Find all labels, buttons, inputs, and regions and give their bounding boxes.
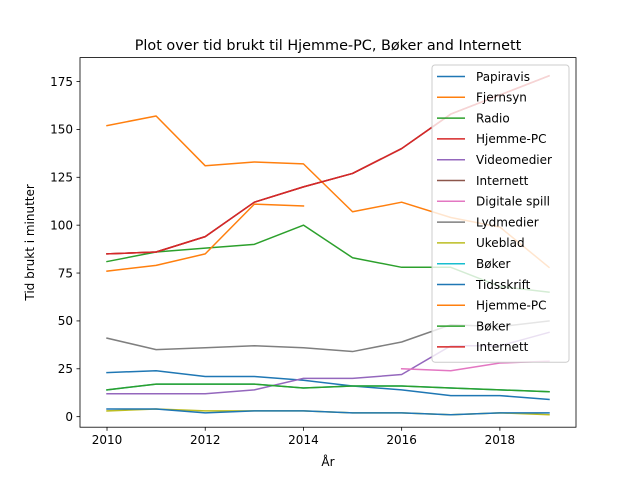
legend-label-3: Hjemme-PC xyxy=(476,132,546,146)
series-line-9 xyxy=(106,383,550,393)
x-tick-label-1: 2012 xyxy=(190,433,221,447)
x-tick-label-0: 2010 xyxy=(92,433,123,447)
series-line-12 xyxy=(106,383,550,393)
legend-label-11: Hjemme-PC xyxy=(476,299,546,313)
y-tick-label-7: 175 xyxy=(50,75,73,89)
series-line-10 xyxy=(106,408,550,416)
y-tick-label-1: 25 xyxy=(58,362,73,376)
legend: Papiravis Fjernsyn Radio Hjemme-PC Videomedi… xyxy=(431,64,570,363)
x-tick-label-2: 2014 xyxy=(288,433,319,447)
legend-label-5: Internett xyxy=(476,174,529,188)
legend-label-0: Papiravis xyxy=(476,70,530,84)
legend-label-12: Bøker xyxy=(476,319,510,333)
y-tick-label-2: 50 xyxy=(58,314,73,328)
legend-label-7: Lydmedier xyxy=(476,215,539,229)
y-tick-label-3: 75 xyxy=(58,266,73,280)
legend-label-4: Videomedier xyxy=(476,153,552,167)
series-line-0 xyxy=(106,369,550,401)
legend-label-10: Tidsskrift xyxy=(475,278,531,292)
y-axis-ticks: 0 25 50 75 100 125 150 175 xyxy=(50,75,80,424)
y-tick-label-4: 100 xyxy=(50,218,73,232)
legend-label-8: Ukeblad xyxy=(476,236,525,250)
chart-title: Plot over tid brukt til Hjemme-PC, Bøker… xyxy=(135,38,522,54)
y-axis-label: Tid brukt i minutter xyxy=(23,184,37,302)
legend-label-1: Fjernsyn xyxy=(476,91,527,105)
plot-area-frame xyxy=(79,57,577,428)
series-line-11 xyxy=(106,203,305,272)
x-axis-label: År xyxy=(321,454,334,469)
legend-label-6: Digitale spill xyxy=(476,195,550,209)
x-tick-label-4: 2018 xyxy=(485,433,516,447)
y-tick-label-0: 0 xyxy=(65,410,73,424)
y-tick-label-6: 150 xyxy=(50,123,73,137)
y-tick-label-5: 125 xyxy=(50,171,73,185)
legend-label-9: Bøker xyxy=(476,257,510,271)
legend-label-2: Radio xyxy=(476,111,510,125)
x-axis-ticks: 2010 2012 2014 2016 2018 xyxy=(92,427,515,447)
x-tick-label-3: 2016 xyxy=(386,433,417,447)
legend-frame xyxy=(431,64,570,363)
legend-label-13: Internett xyxy=(476,340,529,354)
